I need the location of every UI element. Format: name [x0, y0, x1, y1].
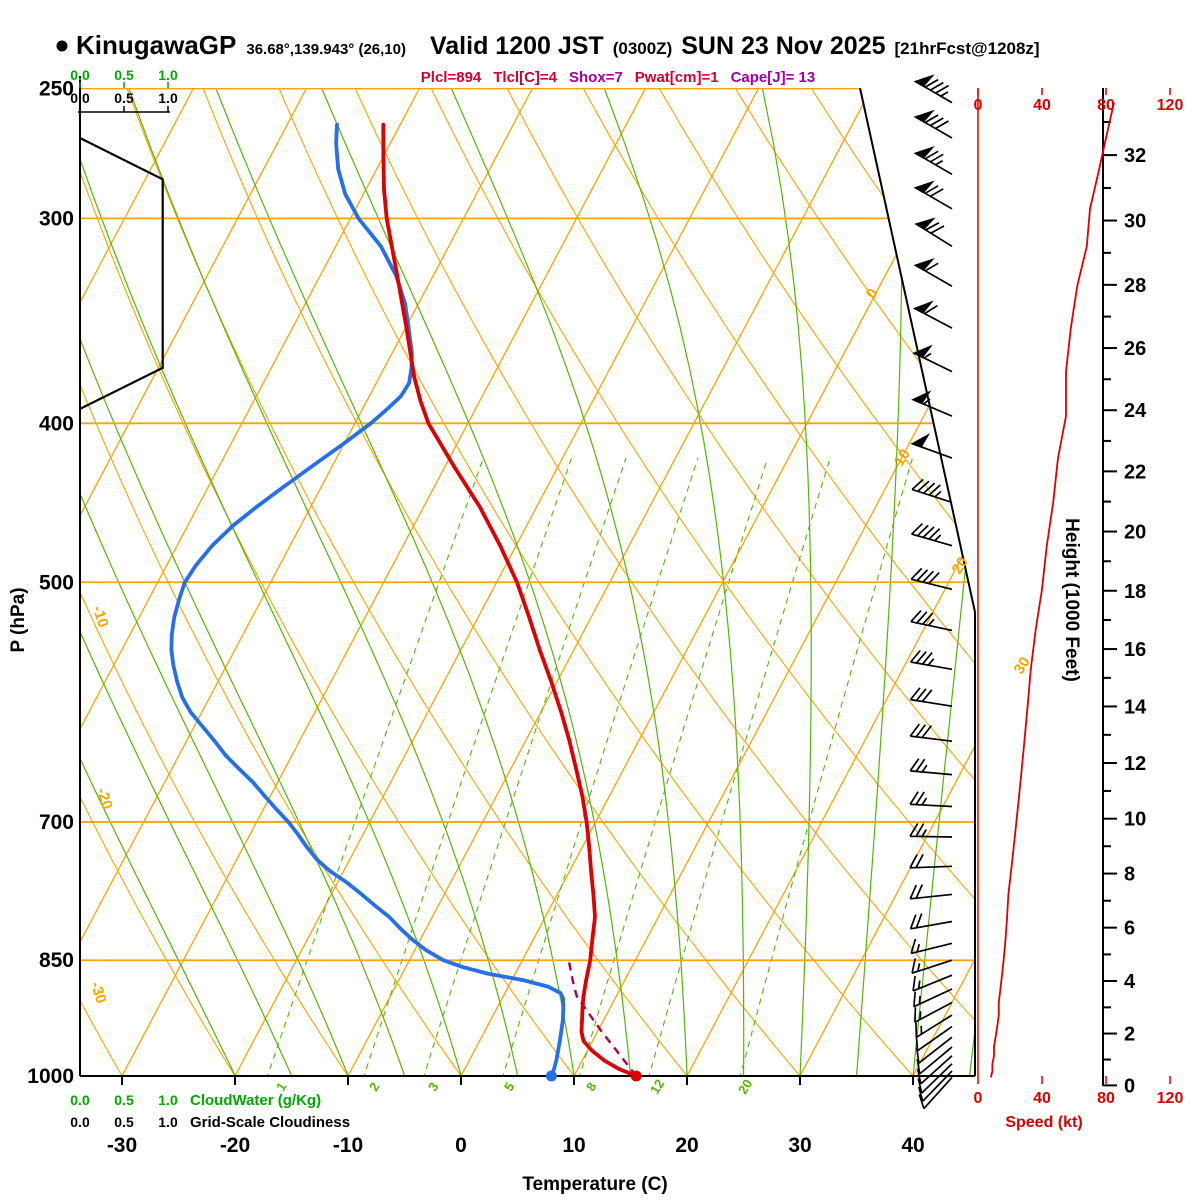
svg-text:30: 30 [788, 1134, 811, 1157]
temperature-curve [381, 122, 638, 1076]
svg-text:22: 22 [1124, 461, 1146, 483]
svg-text:0: 0 [1124, 1075, 1135, 1097]
svg-text:6: 6 [1124, 918, 1135, 940]
svg-text:40: 40 [901, 1134, 924, 1157]
svg-text:30: 30 [1124, 211, 1146, 233]
svg-text:20: 20 [675, 1134, 698, 1157]
svg-text:0.0: 0.0 [70, 90, 90, 106]
svg-text:250: 250 [39, 78, 74, 101]
svg-text:-20: -20 [93, 786, 116, 812]
svg-text:1.0: 1.0 [158, 1114, 178, 1130]
svg-text:-30: -30 [107, 1134, 137, 1157]
svg-text:12: 12 [1124, 753, 1146, 775]
svg-text:20: 20 [1124, 522, 1146, 544]
svg-text:0.5: 0.5 [114, 1092, 134, 1108]
wind-speed-curve [989, 102, 1115, 1078]
wind-barbs [909, 74, 953, 1110]
svg-text:0.5: 0.5 [114, 90, 134, 106]
svg-text:0.5: 0.5 [114, 67, 134, 83]
dewpoint-curve [169, 122, 566, 1076]
svg-text:20: 20 [949, 554, 972, 577]
mixing-ratio-lines [255, 457, 913, 1076]
svg-text:1.0: 1.0 [158, 67, 178, 83]
svg-text:0.0: 0.0 [70, 1092, 90, 1108]
svg-text:40: 40 [1033, 1090, 1051, 1107]
svg-text:4: 4 [1124, 971, 1136, 993]
surface-temperature-dot [630, 1070, 642, 1082]
svg-text:14: 14 [1124, 696, 1147, 718]
svg-text:8: 8 [1124, 864, 1135, 886]
svg-text:20: 20 [735, 1077, 755, 1097]
svg-text:120: 120 [1157, 1090, 1184, 1107]
pressure-gridlines [80, 88, 975, 1076]
cloudiness-scale-label: Grid-Scale Cloudiness [190, 1114, 350, 1131]
svg-text:26: 26 [1124, 338, 1146, 360]
top-right-cut-line [859, 87, 976, 613]
svg-text:700: 700 [39, 811, 74, 834]
cloudiness-curve [80, 137, 164, 410]
svg-text:300: 300 [39, 207, 74, 230]
svg-text:1000: 1000 [27, 1065, 74, 1088]
svg-text:400: 400 [39, 412, 74, 435]
svg-text:-10: -10 [333, 1134, 363, 1157]
svg-text:40: 40 [1033, 97, 1051, 114]
svg-text:0: 0 [974, 97, 983, 114]
svg-text:850: 850 [39, 949, 74, 972]
svg-text:0: 0 [974, 1090, 983, 1107]
svg-text:500: 500 [39, 571, 74, 594]
header-title: KinugawaGP 36.68°,139.943° (26,10) Valid 1… [76, 30, 1040, 60]
sounding-curves [80, 122, 638, 1076]
height-axis-label: Height (1000 Feet) [1061, 518, 1082, 682]
svg-text:-10: -10 [89, 604, 112, 630]
svg-text:10: 10 [562, 1134, 585, 1157]
header: KinugawaGP 36.68°,139.943° (26,10) Valid 1… [56, 30, 1040, 86]
cloud-scale-bottom: 0.0 0.5 1.0 0.0 0.5 1.0 [70, 1092, 178, 1130]
pressure-tick-labels: 250 300 400 500 700 850 1000 [27, 78, 74, 1088]
speed-axis-label: Speed (kt) [1005, 1114, 1082, 1131]
temperature-axis-label: Temperature (C) [522, 1174, 667, 1195]
station-bullet-icon [56, 40, 68, 52]
svg-text:28: 28 [1124, 275, 1146, 297]
svg-text:8: 8 [583, 1080, 600, 1094]
surface-dewpoint-dot [545, 1070, 557, 1082]
svg-text:80: 80 [1097, 97, 1115, 114]
svg-text:24: 24 [1124, 400, 1147, 422]
temperature-tick-labels: -30 -20 -10 0 10 20 30 40 [107, 1076, 925, 1157]
svg-text:-20: -20 [220, 1134, 250, 1157]
svg-text:10: 10 [891, 446, 914, 469]
svg-text:80: 80 [1097, 1090, 1115, 1107]
svg-text:32: 32 [1124, 145, 1146, 167]
svg-text:0.0: 0.0 [70, 67, 90, 83]
cloudwater-scale-label: CloudWater (g/Kg) [190, 1092, 321, 1109]
svg-text:10: 10 [1124, 809, 1146, 831]
svg-text:2: 2 [1124, 1024, 1135, 1046]
svg-text:16: 16 [1124, 639, 1146, 661]
svg-text:-30: -30 [87, 980, 110, 1006]
svg-text:18: 18 [1124, 581, 1146, 603]
cloud-scale-top: 0.0 0.5 1.0 0.0 0.5 1.0 [70, 67, 178, 113]
svg-text:0.5: 0.5 [114, 1114, 134, 1130]
svg-text:3: 3 [425, 1080, 442, 1094]
header-params: Plcl=894 Tlcl[C]=4 Shox=7 Pwat[cm]=1 Cape[J]… [421, 69, 815, 86]
svg-text:30: 30 [1011, 654, 1034, 677]
dry-adiabat-labels: -10 -20 -30 [87, 604, 116, 1006]
pressure-axis-label: P (hPa) [8, 587, 29, 652]
svg-text:1.0: 1.0 [158, 1092, 178, 1108]
mixing-ratio-labels: 1 2 3 5 8 12 20 [273, 1077, 755, 1097]
svg-text:0.0: 0.0 [70, 1114, 90, 1130]
svg-text:2: 2 [366, 1080, 383, 1094]
svg-text:5: 5 [501, 1080, 518, 1094]
svg-text:12: 12 [647, 1077, 667, 1097]
svg-text:120: 120 [1157, 97, 1184, 114]
svg-text:0: 0 [455, 1134, 467, 1157]
svg-text:1.0: 1.0 [158, 90, 178, 106]
